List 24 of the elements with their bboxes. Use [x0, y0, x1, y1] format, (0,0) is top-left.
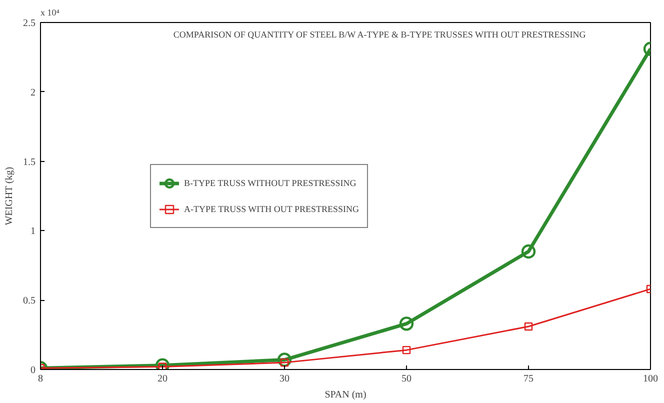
point [402, 346, 411, 354]
x-tick-label: 8 [38, 374, 43, 384]
point [521, 244, 536, 259]
y-tick-label: 1 [30, 226, 36, 238]
y-tick-label: 2.5 [23, 18, 36, 29]
legend-label: B-TYPE TRUSS WITHOUT PRESTRESSING [184, 178, 356, 188]
x-axis-title: SPAN (m) [324, 390, 366, 400]
x-tick-label: 30 [280, 374, 290, 384]
point [277, 352, 292, 367]
x-tick-label: 50 [402, 374, 412, 384]
point [524, 322, 533, 331]
legend-label: A-TYPE TRUSS WITH OUT PRESTRESSING [184, 204, 360, 214]
y-tick-label: 0.5 [23, 296, 36, 307]
y-tick-label: 1.5 [23, 156, 36, 168]
x-tick-label: 75 [524, 374, 534, 384]
x-tick-label: 100 [643, 374, 658, 384]
point [399, 316, 414, 331]
point [155, 358, 170, 370]
y-tick-label: 0 [30, 365, 36, 376]
y-axis-title: WEIGHT (kg) [4, 166, 15, 226]
y-tick-label: 2 [30, 87, 36, 98]
x-tick-label: 20 [158, 374, 168, 384]
text: COMPARISON OF QUANTITY OF STEEL B/W A-TYPE & B-TYPE TRUSSES WITH OUT PRESTRESSING [173, 30, 586, 40]
text: x 10⁴ [40, 8, 60, 18]
